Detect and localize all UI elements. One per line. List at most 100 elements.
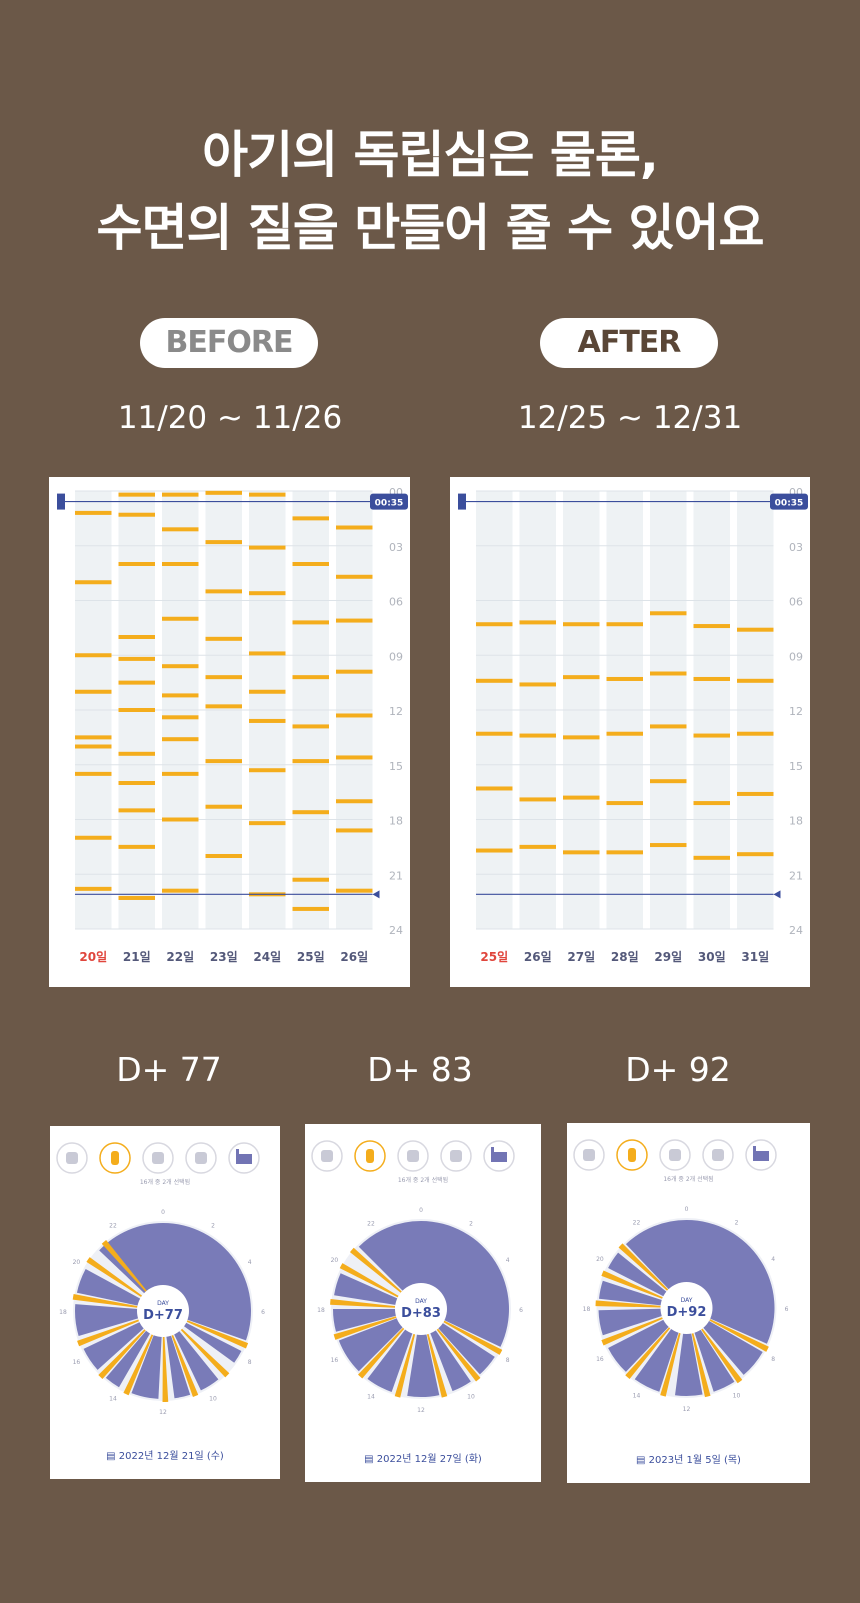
hour-tick-label: 21 <box>389 869 403 882</box>
feed-mark <box>249 718 286 723</box>
clock-hour-label: 20 <box>331 1257 339 1264</box>
hour-tick-label: 09 <box>389 650 403 663</box>
feed-mark <box>171 1334 199 1397</box>
feed-mark <box>693 855 730 860</box>
feed-mark <box>606 731 643 736</box>
headline-line-1: 아기의 독립심은 물론, <box>202 126 659 184</box>
feed-mark <box>595 1300 661 1308</box>
feed-mark <box>292 562 329 566</box>
sleep-block <box>367 1326 414 1392</box>
card-date: ▤ 2022년 12월 27일 (화) <box>364 1453 482 1465</box>
before-sleep-chart: 00 03 06 09 12 15 18 21 24 00:35 20일 21일 22일 23일 24일 25… <box>49 477 410 987</box>
feed-mark <box>336 888 373 893</box>
feed-mark <box>205 589 242 594</box>
sleep-block <box>435 1320 495 1375</box>
feed-mark <box>618 1243 669 1291</box>
clock-hour-label: 8 <box>771 1356 775 1363</box>
after-date-range: 12/25 ~ 12/31 <box>517 400 743 436</box>
center-caption: DAY <box>681 1297 693 1304</box>
baby-icon <box>311 1140 343 1172</box>
feed-mark <box>249 689 286 694</box>
hour-tick-label: 15 <box>389 760 403 773</box>
feed-mark <box>606 676 643 681</box>
marker-arrow <box>372 890 380 899</box>
hour-tick-label: 12 <box>789 705 803 718</box>
feed-mark <box>737 791 774 796</box>
bottle-icon <box>99 1142 131 1174</box>
scroll-handle <box>57 493 65 510</box>
day-tick-label: 29일 <box>654 950 682 964</box>
scroll-handle <box>458 493 466 510</box>
center-day-label: D+77 <box>143 1308 183 1323</box>
selection-caption: 16개 중 2개 선택됨 <box>663 1175 713 1183</box>
feed-mark <box>693 801 730 806</box>
hour-tick-label: 24 <box>389 924 403 937</box>
day-label-2: D+ 83 <box>367 1050 473 1089</box>
day-tick-label: 26일 <box>524 950 552 964</box>
feed-mark <box>436 1328 481 1382</box>
clock-hour-label: 8 <box>248 1359 252 1366</box>
sleep-block <box>675 1329 703 1396</box>
food-jar-icon <box>142 1142 174 1174</box>
sleep-block <box>105 1327 152 1388</box>
clock-hour-label: 6 <box>261 1309 265 1316</box>
before-date-range: 11/20 ~ 11/26 <box>117 400 343 436</box>
feed-mark <box>336 713 373 718</box>
clock-hour-label: 14 <box>367 1394 375 1401</box>
feed-mark <box>75 653 112 658</box>
feed-mark <box>709 1319 769 1352</box>
feed-mark <box>476 731 513 736</box>
feed-mark <box>292 620 329 625</box>
feed-mark <box>336 799 373 804</box>
feed-mark <box>737 852 774 857</box>
feed-mark <box>118 895 155 900</box>
clock-hour-label: 10 <box>733 1393 741 1400</box>
clock-hour-label: 2 <box>469 1220 473 1227</box>
now-badge-label: 00:35 <box>775 499 804 509</box>
feed-mark <box>162 737 199 742</box>
card-date: ▤ 2023년 1월 5일 (목) <box>636 1454 741 1466</box>
clock-hour-label: 6 <box>519 1307 523 1314</box>
sleep-block <box>634 1325 680 1392</box>
feed-mark <box>118 680 155 685</box>
feed-mark <box>336 525 373 530</box>
selection-caption: 16개 중 2개 선택됨 <box>398 1176 448 1184</box>
feed-mark <box>349 1247 402 1293</box>
feed-mark <box>336 828 373 833</box>
hour-tick-label: 24 <box>789 924 803 937</box>
sleep-block <box>608 1317 672 1372</box>
feed-mark <box>606 622 643 627</box>
feed-mark <box>249 821 286 826</box>
factory-icon <box>745 1139 777 1171</box>
feed-mark <box>292 759 329 764</box>
center-caption: DAY <box>415 1298 427 1305</box>
feed-mark <box>205 804 242 809</box>
now-badge-label: 00:35 <box>375 499 404 509</box>
factory-icon <box>483 1140 515 1172</box>
feed-mark <box>162 888 199 893</box>
sleep-block <box>333 1309 400 1332</box>
sleep-block <box>608 1252 670 1299</box>
feed-mark <box>737 678 774 683</box>
feed-mark <box>426 1333 448 1398</box>
center-day-label: D+92 <box>667 1305 707 1320</box>
clock-center <box>137 1285 189 1337</box>
hour-tick-label: 18 <box>389 815 403 828</box>
baby-icon <box>573 1139 605 1171</box>
clock-hour-label: 18 <box>317 1307 325 1314</box>
day-tick-label: 28일 <box>611 950 639 964</box>
clock-hour-label: 2 <box>735 1219 739 1226</box>
feed-mark <box>336 618 373 623</box>
selection-caption: 16개 중 2개 선택됨 <box>140 1178 190 1186</box>
clock-hour-label: 4 <box>771 1256 775 1263</box>
feed-mark <box>336 755 373 760</box>
day-tick-label: 26일 <box>340 950 368 964</box>
feed-mark <box>75 689 112 694</box>
feed-mark <box>123 1334 154 1396</box>
feed-mark <box>118 781 155 785</box>
feed-mark <box>606 850 643 855</box>
clock-hour-label: 16 <box>596 1356 604 1363</box>
sleep-block <box>334 1273 401 1306</box>
